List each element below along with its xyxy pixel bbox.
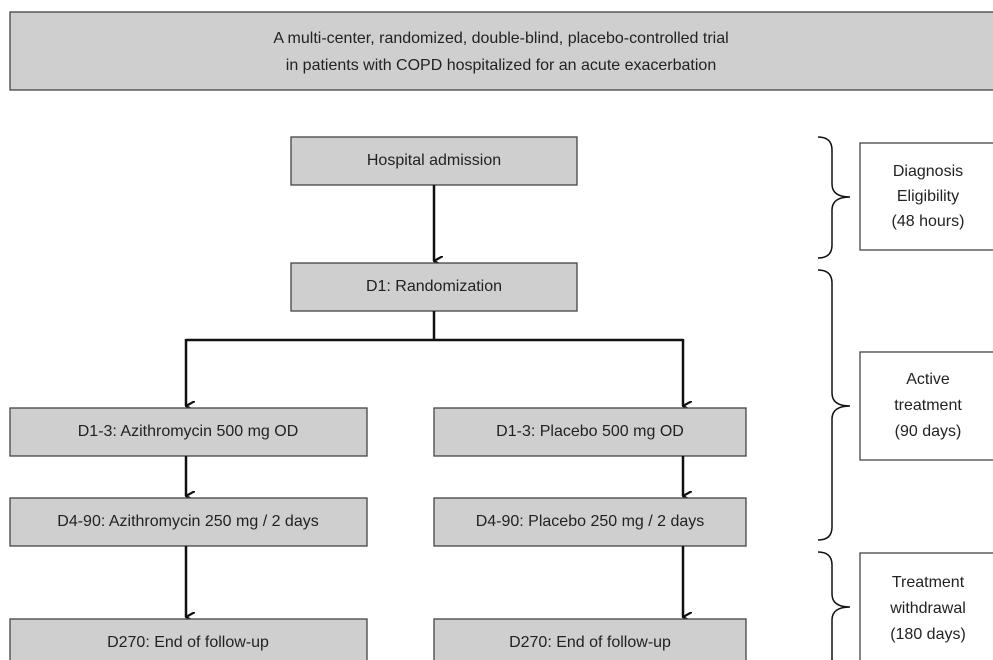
phase-label: (48 hours)	[892, 213, 965, 230]
node-label: D1-3: Placebo 500 mg OD	[496, 423, 684, 440]
brace	[817, 269, 851, 541]
node-box	[433, 497, 747, 547]
phase-label: (180 days)	[890, 626, 966, 643]
node-label: D1-3: Azithromycin 500 mg OD	[78, 423, 299, 440]
header-line: A multi-center, randomized, double-blind…	[273, 30, 728, 47]
node-label: D270: End of follow-up	[509, 634, 671, 651]
phase-label: Active	[906, 371, 950, 388]
node-box	[433, 618, 747, 660]
node-box	[9, 497, 368, 547]
phase-box	[859, 142, 993, 251]
node-box	[9, 407, 368, 457]
header: A multi-center, randomized, double-blind…	[9, 11, 993, 91]
phase-label: Diagnosis	[893, 163, 963, 180]
node-label: D1: Randomization	[366, 278, 502, 295]
phases: Diagnosis Eligibility (48 hours) Active …	[817, 136, 993, 660]
split-line	[186, 311, 683, 342]
node-box	[290, 262, 578, 312]
node-label: D4-90: Azithromycin 250 mg / 2 days	[57, 513, 318, 530]
flow: Hospital admission D1: Randomization D1-…	[9, 136, 747, 660]
phase-label: Treatment	[892, 574, 965, 591]
phase-label: Eligibility	[897, 188, 959, 205]
phase-label: (90 days)	[895, 423, 962, 440]
node-box	[290, 136, 578, 186]
header-line: in patients with COPD hospitalized for a…	[286, 57, 716, 74]
node-label: D4-90: Placebo 250 mg / 2 days	[476, 513, 705, 530]
brace	[817, 136, 851, 259]
node-label: D270: End of follow-up	[107, 634, 269, 651]
phase-label: treatment	[894, 397, 962, 414]
phase-box	[859, 351, 993, 461]
header-box	[9, 11, 993, 91]
node-label: Hospital admission	[367, 152, 501, 169]
node-box	[9, 618, 368, 660]
brace	[817, 551, 851, 660]
node-box	[433, 407, 747, 457]
phase-box	[859, 552, 993, 660]
phase-label: withdrawal	[889, 600, 966, 617]
